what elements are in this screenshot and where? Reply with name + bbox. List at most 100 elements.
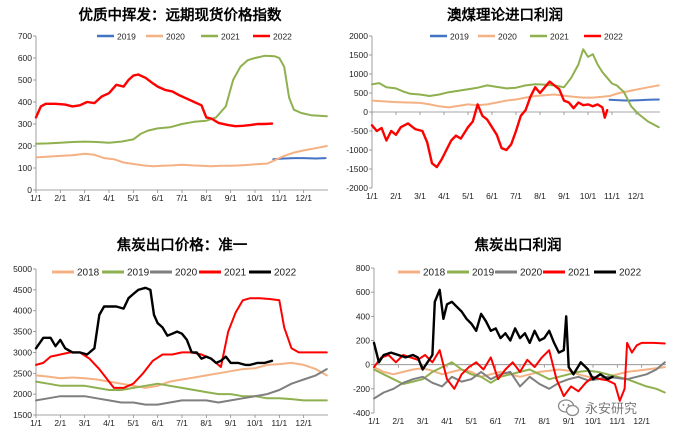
chart-0-xtick-label-1: 2/1 — [54, 193, 66, 203]
chart-3-xtick-label-9: 10/1 — [585, 416, 602, 426]
chart-3-xtick-label-3: 4/1 — [441, 416, 453, 426]
chart-1-xtick-label-10: 11/1 — [604, 191, 620, 201]
chart-1-ytick-label-0: 2000 — [349, 31, 368, 41]
chart-0-xtick-label-10: 11/1 — [271, 193, 287, 203]
chart-1-ytick-label-1: 1500 — [349, 50, 368, 60]
chart-2-ytick-label-4: 3500 — [13, 327, 32, 337]
chart-3-legend: 2018 2019 2020 2021 2022 — [398, 268, 642, 279]
chart-0-series-2021-line — [35, 54, 328, 145]
chart-1-ytick-label-5: -500 — [351, 126, 368, 136]
chart-1-xtick-label-3: 4/1 — [438, 191, 450, 201]
chart-1-ytick-label-8: -2000 — [346, 183, 368, 193]
chart-3-legend-label-2019: 2019 — [472, 268, 495, 279]
chart-3-xtick-label-2: 3/1 — [417, 416, 429, 426]
chart-0-xtick-label-0: 1/1 — [30, 193, 42, 203]
chart-1-xtick-label-2: 3/1 — [414, 191, 426, 201]
chart-1-xtick-label-5: 6/1 — [486, 191, 498, 201]
chart-2-legend-label-2020: 2020 — [175, 268, 198, 279]
chart-3-xtick-label-8: 9/1 — [563, 416, 575, 426]
chart-2-xtick-label-5: 6/1 — [152, 418, 164, 428]
chart-0-xtick-label-7: 8/1 — [200, 193, 212, 203]
chart-3-ytick-label-0: 800 — [356, 263, 370, 273]
chart-2-legend-label-2021: 2021 — [224, 268, 247, 279]
chart-1-series-2021-line — [371, 48, 660, 129]
chart-2-ytick-label-0: 1500 — [13, 410, 32, 420]
chart-2-series-2022-line — [34, 286, 274, 367]
chart-3-legend-label-2021: 2021 — [568, 268, 591, 279]
chart-2-series-2019-line — [35, 380, 328, 402]
chart-2-ytick-label-5: 4000 — [13, 306, 32, 316]
chart-1-ytick-label-6: -1000 — [346, 145, 368, 155]
chart-1-xtick-label-9: 10/1 — [580, 191, 597, 201]
chart-0-series-2022-line — [34, 73, 274, 128]
chart-3-legend-label-2020: 2020 — [520, 268, 543, 279]
chart-2-xtick-label-1: 2/1 — [54, 418, 66, 428]
chart-tr-aus-coal-import-profit: 澳煤理论进口利润 2000 1500 1000 500 0 -500 -1000 -1500 -2… — [346, 6, 660, 201]
chart-2-xtick-label-7: 8/1 — [200, 418, 212, 428]
chart-1-xtick-label-4: 5/1 — [462, 191, 474, 201]
chart-0-ytick-label-6: 600 — [18, 53, 32, 63]
chart-0-title: 优质中挥发：远期现货价格指数 — [79, 6, 282, 24]
chart-1-series-2022-line — [370, 80, 609, 169]
chart-3-legend-label-2018: 2018 — [423, 268, 446, 279]
chart-3-ytick-label-2: 400 — [356, 311, 370, 321]
chart-3-series-2020-line — [373, 361, 666, 400]
chart-0-xtick-label-11: 12/1 — [295, 193, 312, 203]
chart-2-legend: 2018 2019 2020 2021 2022 — [52, 268, 297, 279]
chart-1-xtick-label-8: 9/1 — [558, 191, 570, 201]
chart-3-ytick-label-1: 600 — [356, 287, 370, 297]
chart-3-xtick-label-0: 1/1 — [368, 416, 380, 426]
chart-2-xtick-label-2: 3/1 — [79, 418, 91, 428]
chart-tl-coking-coal-index: 优质中挥发：远期现货价格指数 0 100 200 300 400 500 600 700 1/1 2… — [18, 6, 328, 203]
chart-2-xtick-label-4: 5/1 — [127, 418, 139, 428]
chart-1-series-2019-line — [608, 98, 660, 102]
chart-0-xtick-label-5: 6/1 — [152, 193, 164, 203]
chart-2-series-2021-line — [35, 297, 328, 389]
chart-1-xtick-label-11: 12/1 — [628, 191, 645, 201]
chart-1-legend: 2019 2020 2021 2022 — [430, 32, 623, 42]
chart-2-series-2020-line — [35, 368, 328, 406]
chart-3-ytick-label-5: -200 — [353, 384, 370, 394]
chart-3-ytick-label-3: 200 — [356, 336, 370, 346]
chart-0-series-2019-line — [272, 157, 327, 161]
chart-3-xtick-label-4: 5/1 — [465, 416, 477, 426]
chart-1-legend-label-2019: 2019 — [450, 32, 469, 42]
chart-0-xtick-label-2: 3/1 — [79, 193, 91, 203]
chart-0-ytick-label-4: 400 — [18, 97, 32, 107]
chart-2-legend-label-2018: 2018 — [77, 268, 100, 279]
chart-2-xtick-label-0: 1/1 — [30, 418, 42, 428]
chart-0-series-2020-line — [35, 145, 328, 168]
chart-2-xtick-label-8: 9/1 — [225, 418, 237, 428]
chart-1-xtick-label-7: 8/1 — [534, 191, 546, 201]
chart-0-legend-label-2022: 2022 — [273, 32, 292, 42]
chart-1-xtick-label-1: 2/1 — [390, 191, 402, 201]
chart-3-title: 焦炭出口利润 — [474, 236, 562, 254]
chart-0-xtick-label-9: 10/1 — [247, 193, 264, 203]
chart-2-ytick-label-6: 4500 — [13, 285, 32, 295]
chart-2-xtick-label-10: 11/1 — [271, 418, 287, 428]
chart-3-series-2021-line — [373, 341, 666, 402]
chart-3-xtick-label-10: 11/1 — [609, 416, 625, 426]
chart-1-ytick-label-3: 500 — [354, 88, 368, 98]
chart-2-xtick-label-6: 7/1 — [176, 418, 188, 428]
chart-2-series-2018-line — [35, 361, 328, 389]
chart-1-legend-label-2021: 2021 — [550, 32, 569, 42]
chart-0-ytick-label-0: 0 — [27, 185, 32, 195]
chart-0-ytick-label-1: 100 — [18, 163, 32, 173]
chart-2-legend-label-2022: 2022 — [274, 268, 297, 279]
chart-3-xtick-label-5: 6/1 — [490, 416, 502, 426]
chart-0-legend-label-2020: 2020 — [166, 32, 185, 42]
chart-0-xtick-label-4: 5/1 — [127, 193, 139, 203]
chart-0-ytick-label-7: 700 — [18, 31, 32, 41]
chart-0-legend-label-2019: 2019 — [117, 32, 136, 42]
chart-2-ytick-label-2: 2500 — [13, 368, 32, 378]
chart-0-ytick-label-3: 300 — [18, 119, 32, 129]
chart-1-xtick-label-6: 7/1 — [510, 191, 522, 201]
chart-1-ytick-label-2: 1000 — [349, 69, 368, 79]
chart-2-title: 焦炭出口价格：准一 — [116, 236, 248, 254]
chart-3-xtick-label-1: 2/1 — [392, 416, 404, 426]
chart-0-legend: 2019 2020 2021 2022 — [97, 32, 292, 42]
chart-3-ytick-label-6: -400 — [353, 408, 370, 418]
chart-3-xtick-label-7: 8/1 — [538, 416, 550, 426]
